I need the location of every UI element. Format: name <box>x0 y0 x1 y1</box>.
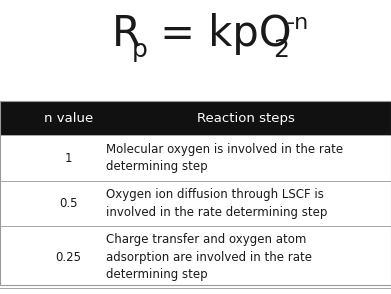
Bar <box>0 226 391 288</box>
Text: 0.5: 0.5 <box>59 197 78 210</box>
Bar <box>0 135 391 181</box>
Text: 2: 2 <box>273 38 289 62</box>
Text: = kpO: = kpO <box>147 13 292 55</box>
Text: 1: 1 <box>65 151 72 165</box>
Bar <box>0 101 391 285</box>
Text: R: R <box>111 13 140 55</box>
Text: Charge transfer and oxygen atom
adsorption are involved in the rate
determining : Charge transfer and oxygen atom adsorpti… <box>106 233 312 281</box>
Bar <box>0 181 391 226</box>
Text: -n: -n <box>287 14 309 34</box>
Bar <box>0 101 391 135</box>
Text: Molecular oxygen is involved in the rate
determining step: Molecular oxygen is involved in the rate… <box>106 143 343 173</box>
Text: Reaction steps: Reaction steps <box>197 112 295 125</box>
Text: 0.25: 0.25 <box>56 251 81 264</box>
Text: n value: n value <box>44 112 93 125</box>
Text: p: p <box>132 38 148 62</box>
Text: Oxygen ion diffusion through LSCF is
involved in the rate determining step: Oxygen ion diffusion through LSCF is inv… <box>106 188 327 219</box>
